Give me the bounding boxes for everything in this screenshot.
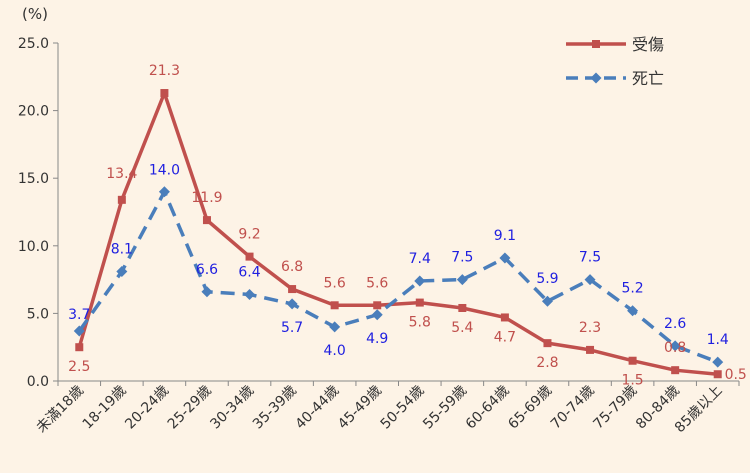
death-point: [286, 298, 298, 310]
x-tick-label: 40-44歲: [293, 383, 343, 433]
legend-marker-square: [592, 40, 600, 48]
death-point: [712, 356, 724, 368]
x-tick-label: 70-74歲: [548, 383, 598, 433]
injury-data-label: 5.6: [324, 275, 346, 291]
injury-data-label: 5.8: [409, 315, 431, 331]
death-data-label: 2.6: [664, 316, 686, 332]
death-data-label: 7.5: [451, 250, 473, 266]
death-point: [669, 340, 681, 352]
injury-point: [160, 89, 169, 98]
y-tick-label: 10.0: [18, 239, 49, 255]
death-data-label: 7.4: [409, 251, 431, 267]
x-tick-label: 50-54歲: [378, 383, 428, 433]
death-point: [201, 286, 213, 298]
injury-data-label: 0.5: [725, 367, 747, 383]
death-data-label: 14.0: [149, 163, 180, 179]
death-point: [244, 288, 256, 300]
y-tick-label: 25.0: [18, 36, 49, 52]
death-data-label: 6.6: [196, 262, 218, 278]
injury-data-label: 13.4: [106, 166, 137, 182]
injury-point: [202, 216, 211, 225]
injury-point: [500, 313, 509, 322]
injury-data-label: 4.7: [494, 329, 516, 345]
injury-data-label: 6.8: [281, 259, 303, 275]
death-point: [541, 295, 553, 307]
x-tick-label: 35-39歲: [250, 383, 300, 433]
injury-point: [117, 195, 126, 204]
y-tick-label: 0.0: [27, 374, 49, 390]
injury-point: [671, 366, 680, 375]
y-tick-label: 15.0: [18, 171, 49, 187]
death-point: [116, 265, 128, 277]
x-tick-label: 20-24歲: [122, 383, 172, 433]
death-data-label: 6.4: [238, 264, 260, 280]
injury-data-label: 0.8: [664, 340, 686, 356]
death-data-label: 5.9: [536, 271, 558, 287]
y-axis: 0.0 5.0 10.0 15.0 20.0 25.0: [18, 36, 59, 390]
x-tick-label: 65-69歲: [505, 383, 555, 433]
injury-data-label: 9.2: [238, 227, 260, 243]
death-point: [371, 309, 383, 321]
x-tick-label: 45-49歲: [335, 383, 385, 433]
data-labels: 2.5 13.4 21.3 11.9 9.2 6.8 5.6 5.6 5.8 5.4 4.7 2.8 2…: [68, 63, 747, 389]
y-axis-unit: (%): [22, 5, 48, 23]
y-tick-label: 5.0: [27, 306, 49, 322]
injury-point: [288, 285, 297, 294]
injury-point: [245, 252, 254, 261]
injury-point: [458, 303, 467, 312]
death-data-label: 1.4: [707, 332, 729, 348]
injury-data-label: 11.9: [191, 190, 222, 206]
injury-data-label: 2.5: [68, 359, 90, 375]
series-lines: [77, 91, 719, 376]
series-line-0: [77, 91, 718, 376]
injury-point: [373, 301, 382, 310]
injury-point: [713, 370, 722, 379]
death-point: [329, 321, 341, 333]
x-tick-label: 60-64歲: [463, 383, 513, 433]
death-point: [414, 275, 426, 287]
death-point: [627, 305, 639, 317]
death-data-label: 5.7: [281, 320, 303, 336]
legend-marker-diamond: [590, 72, 602, 84]
injury-data-label: 2.8: [536, 355, 558, 371]
injury-data-label: 2.3: [579, 320, 601, 336]
death-point: [158, 186, 170, 198]
death-point: [499, 252, 511, 264]
injury-data-label: 1.5: [621, 373, 643, 389]
x-tick-label: 未滿18歲: [33, 383, 87, 437]
injury-point: [543, 339, 552, 348]
death-data-label: 5.2: [621, 281, 643, 297]
injury-point: [586, 345, 595, 354]
death-data-label: 9.1: [494, 228, 516, 244]
death-data-label: 3.7: [68, 307, 90, 323]
death-data-label: 4.0: [324, 343, 346, 359]
injury-point: [628, 356, 637, 365]
death-data-label: 8.1: [111, 241, 133, 257]
injury-point: [415, 298, 424, 307]
x-tick-label: 85歲以上: [672, 383, 726, 437]
death-point: [73, 325, 85, 337]
death-point: [456, 274, 468, 286]
x-axis: 未滿18歲18-19歲20-24歲25-29歲30-34歲35-39歲40-44…: [33, 380, 740, 437]
legend-label: 受傷: [632, 35, 664, 54]
injury-data-label: 5.4: [451, 320, 473, 336]
injury-data-label: 5.6: [366, 275, 388, 291]
x-tick-label: 25-29歲: [165, 383, 215, 433]
death-point: [584, 274, 596, 286]
series-line-1: [77, 189, 719, 364]
x-tick-label: 75-79歲: [590, 383, 640, 433]
injury-point: [330, 301, 339, 310]
injury-data-label: 21.3: [149, 63, 180, 79]
legend-label: 死亡: [632, 69, 664, 88]
series-markers: [73, 89, 724, 379]
x-tick-label: 55-59歲: [420, 383, 470, 433]
x-tick-label: 30-34歲: [207, 383, 257, 433]
death-data-label: 4.9: [366, 331, 388, 347]
death-data-label: 7.5: [579, 250, 601, 266]
y-tick-label: 20.0: [18, 104, 49, 120]
injury-point: [75, 343, 84, 352]
x-tick-label: 18-19歲: [80, 383, 130, 433]
